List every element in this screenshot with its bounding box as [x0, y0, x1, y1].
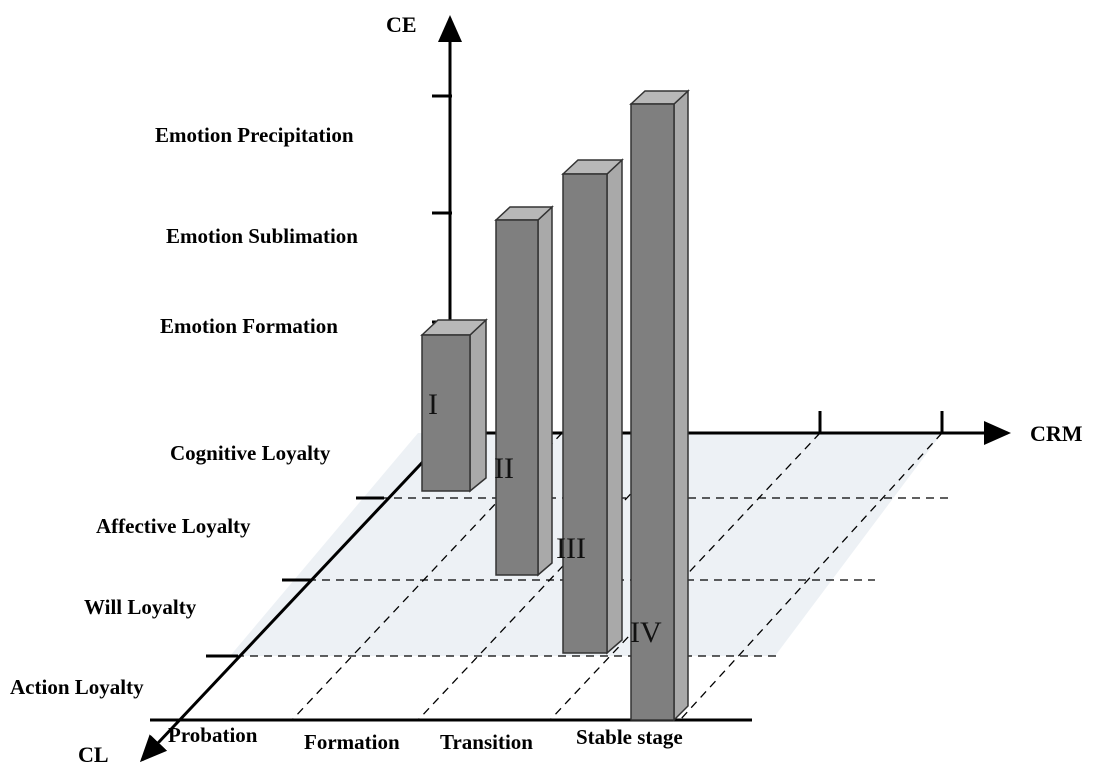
bar-1-label: I: [428, 388, 438, 421]
grid-diagonal-4: [679, 432, 943, 721]
cl-level-label-2: Affective Loyalty: [96, 514, 251, 538]
bar-2: [494, 205, 554, 577]
ce-level-label-1: Emotion Formation: [160, 314, 338, 338]
ce-level-label-3: Emotion Precipitation: [155, 123, 354, 147]
bar-4: [629, 89, 690, 722]
cl-axis-label: CL: [78, 742, 109, 766]
ce-axis-label: CE: [386, 12, 417, 37]
crm-stage-label-3: Transition: [440, 730, 533, 754]
crm-stage-label-4: Stable stage: [576, 725, 683, 749]
grid-diagonal-2: [417, 432, 689, 721]
crm-axis-label: CRM: [1030, 421, 1083, 446]
crm-stage-label-2: Formation: [304, 730, 400, 754]
cl-level-label-3: Will Loyalty: [84, 595, 197, 619]
bar-2-label: II: [494, 452, 514, 485]
cl-level-label-1: Cognitive Loyalty: [170, 441, 331, 465]
cl-axis: [139, 431, 452, 763]
bar-3: [561, 158, 624, 655]
grid-diagonal-1: [291, 432, 563, 721]
crm-stage-label-1: Probation: [168, 723, 258, 747]
ce-level-label-2: Emotion Sublimation: [166, 224, 358, 248]
bar-4-label: IV: [630, 616, 662, 649]
cl-level-label-4: Action Loyalty: [10, 675, 144, 699]
bar-1: [420, 318, 488, 493]
bar-3-label: III: [556, 532, 586, 565]
